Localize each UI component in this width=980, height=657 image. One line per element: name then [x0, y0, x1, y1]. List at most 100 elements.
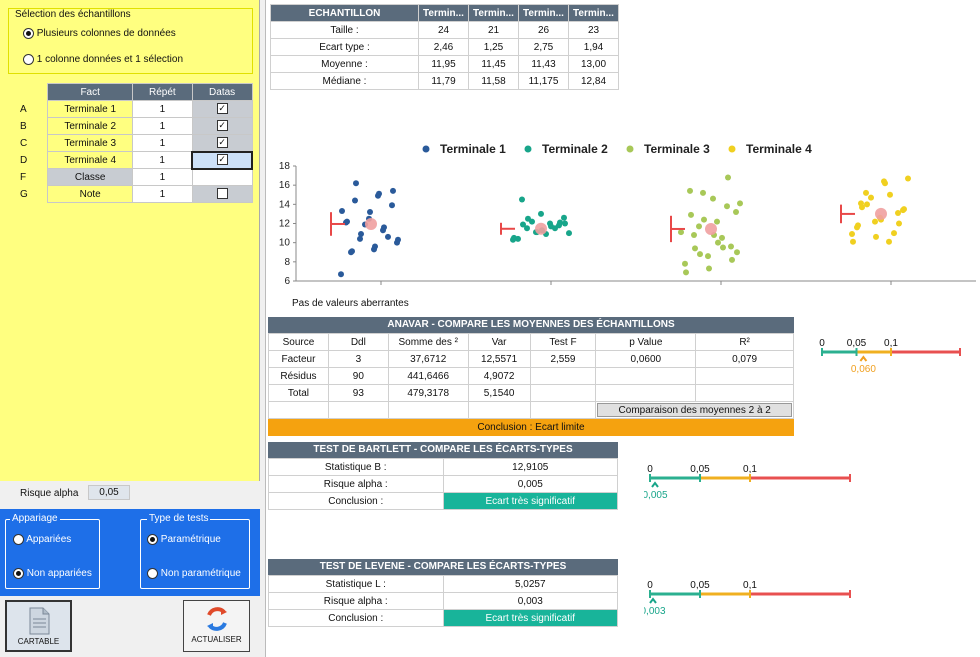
radio-single-column[interactable]: 1 colonne données et 1 sélection	[23, 54, 183, 65]
data-point	[697, 251, 703, 258]
legend-label: Terminale 1	[440, 142, 506, 156]
row-datas[interactable]	[191, 185, 253, 203]
summary-cell: 2,75	[518, 38, 569, 56]
actualiser-button[interactable]: ACTUALISER	[183, 600, 250, 652]
anova-cell: 3	[327, 350, 389, 368]
row-datas[interactable]: ✓	[191, 117, 253, 135]
y-tick-label: 6	[284, 276, 290, 287]
factor-row: G Note 1	[20, 185, 253, 203]
levene-title: TEST DE LEVENE - COMPARE LES ÉCARTS-TYPE…	[268, 559, 618, 575]
summary-cell: 2,46	[418, 38, 469, 56]
row-repet[interactable]: 1	[132, 185, 193, 203]
bottom-buttons: CARTABLE ACTUALISER	[0, 596, 260, 657]
row-fact[interactable]: Note	[47, 185, 133, 203]
scatter-chart-svg: 6 8 10 12 14 16 18 Terminale 1 Terminale 2 Termin…	[279, 142, 976, 287]
checkbox-checked-icon[interactable]: ✓	[216, 103, 228, 115]
checkbox-checked-icon[interactable]: ✓	[216, 120, 228, 132]
row-repet[interactable]: 1	[132, 100, 193, 118]
test-type-title: Type de tests	[147, 513, 211, 524]
anova-cell: 441,6466	[387, 367, 469, 385]
mean-marker	[875, 207, 887, 220]
factor-row: B Terminale 2 1 ✓	[20, 117, 253, 135]
checkbox-checked-icon[interactable]: ✓	[216, 154, 228, 166]
summary-cell: 11,45	[468, 55, 519, 73]
radio-appariees[interactable]: Appariées	[13, 534, 71, 545]
summary-header: Termin...	[418, 4, 469, 22]
summary-row: Ecart type :2,46 1,25 2,75 1,94	[270, 38, 619, 56]
radio-parametrique[interactable]: Paramétrique	[147, 534, 221, 545]
row-fact[interactable]: Classe	[47, 168, 133, 186]
bartlett-scale-svg: 0 0,05 0,1 0,005	[642, 464, 851, 501]
row-fact[interactable]: Terminale 2	[47, 117, 133, 135]
anova-cell: 4,9072	[467, 367, 531, 385]
data-point	[520, 221, 526, 228]
mean-marker	[365, 217, 377, 230]
data-point	[891, 230, 897, 237]
row-fact[interactable]: Terminale 3	[47, 134, 133, 152]
data-point	[725, 174, 731, 181]
cartable-button[interactable]: CARTABLE	[5, 600, 72, 652]
row-fact[interactable]: Terminale 4	[47, 151, 133, 169]
data-point	[901, 206, 907, 213]
anova-scale: 0 0,05 0,1 0,060	[816, 336, 966, 379]
levene-scale: 0 0,05 0,1 0,003	[640, 578, 864, 621]
radio-selected-icon	[147, 534, 158, 545]
data-point	[719, 234, 725, 241]
summary-cell: 11,79	[418, 72, 469, 90]
summary-cell: Ecart type :	[270, 38, 419, 56]
data-point	[357, 235, 363, 242]
col-header-fact: Fact	[47, 83, 133, 101]
row-letter: D	[20, 151, 48, 169]
radio-unselected-icon	[13, 534, 24, 545]
data-point	[339, 208, 345, 215]
radio-multiple-columns[interactable]: Plusieurs colonnes de données	[23, 28, 176, 39]
summary-cell: 11,95	[418, 55, 469, 73]
row-repet[interactable]: 1	[132, 151, 193, 169]
data-point	[561, 214, 567, 221]
anova-cell	[595, 384, 697, 402]
bartlett-alpha-label: Risque alpha :	[268, 475, 444, 493]
row-datas[interactable]	[191, 168, 253, 186]
scale-label: 0,05	[847, 338, 867, 349]
radio-non-appariees[interactable]: Non appariées	[13, 568, 92, 579]
anova-row: Total 93 479,3178 5,1540	[268, 384, 794, 402]
data-point	[729, 256, 735, 263]
levene-scale-svg: 0 0,05 0,1 0,003	[640, 580, 851, 617]
data-point	[524, 225, 530, 232]
row-datas[interactable]: ✓	[191, 100, 253, 118]
row-fact[interactable]: Terminale 1	[47, 100, 133, 118]
radio-non-parametrique[interactable]: Non paramétrique	[147, 568, 241, 579]
row-repet[interactable]: 1	[132, 134, 193, 152]
row-repet[interactable]: 1	[132, 117, 193, 135]
anova-cell	[695, 367, 794, 385]
data-point	[344, 218, 350, 225]
anova-header: Ddl	[327, 333, 389, 351]
data-point	[372, 243, 378, 250]
summary-cell: 11,43	[518, 55, 569, 73]
radio-non-appariees-label: Non appariées	[26, 568, 92, 580]
bartlett-alpha-value: 0,005	[442, 475, 618, 493]
levene-section: TEST DE LEVENE - COMPARE LES ÉCARTS-TYPE…	[268, 559, 618, 627]
row-repet[interactable]: 1	[132, 168, 193, 186]
mean-marker	[705, 222, 717, 235]
checkbox-checked-icon[interactable]: ✓	[216, 137, 228, 149]
data-point	[381, 224, 387, 231]
row-datas[interactable]: ✓	[191, 150, 253, 170]
summary-cell: 23	[568, 21, 619, 39]
data-point	[859, 204, 865, 211]
anova-cell: 0,0600	[595, 350, 697, 368]
data-point	[715, 239, 721, 246]
compare-means-button[interactable]: Comparaison des moyennes 2 à 2	[597, 403, 792, 417]
alpha-input[interactable]: 0,05	[88, 485, 130, 500]
scale-marker-label: 0,060	[851, 364, 876, 375]
summary-cell: 21	[468, 21, 519, 39]
row-datas[interactable]: ✓	[191, 134, 253, 152]
anova-cell	[695, 384, 794, 402]
bartlett-scale: 0 0,05 0,1 0,005	[642, 462, 864, 505]
anova-cell: 12,5571	[467, 350, 531, 368]
anova-scale-svg: 0 0,05 0,1 0,060	[819, 338, 961, 375]
anova-conclusion: Conclusion : Ecart limite	[268, 419, 794, 436]
checkbox-unchecked-icon[interactable]	[216, 188, 228, 200]
data-point	[395, 236, 401, 243]
